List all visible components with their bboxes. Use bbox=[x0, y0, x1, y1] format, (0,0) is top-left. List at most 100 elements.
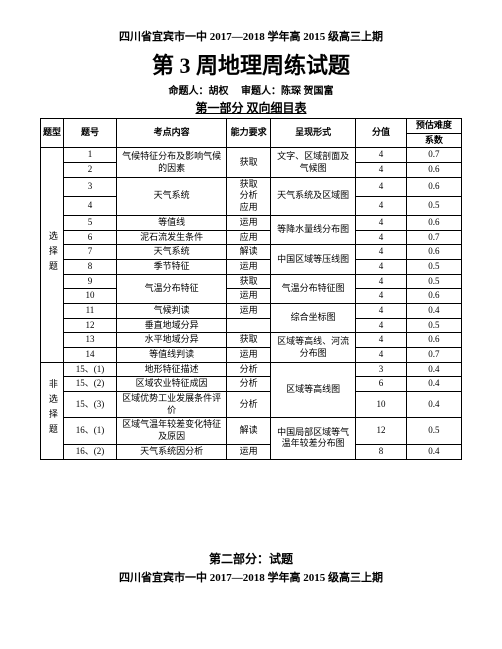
cell-score: 4 bbox=[356, 333, 407, 348]
cell-score: 3 bbox=[356, 362, 407, 377]
type-nonchoice: 非选择题 bbox=[46, 379, 58, 439]
cell-req: 运用 bbox=[227, 348, 271, 363]
cell-score: 8 bbox=[356, 444, 407, 459]
cell-topic: 垂直地域分异 bbox=[116, 318, 226, 333]
cell-diff: 0.6 bbox=[406, 163, 461, 178]
cell-diff: 0.4 bbox=[406, 444, 461, 459]
cell-topic: 水平地域分异 bbox=[116, 333, 226, 348]
cell-num: 15、(3) bbox=[64, 392, 117, 418]
cell-diff: 0.6 bbox=[406, 177, 461, 196]
cell-diff: 0.4 bbox=[406, 362, 461, 377]
cell-req: 运用 bbox=[227, 259, 271, 274]
cell-form: 中国区域等压线图 bbox=[271, 245, 356, 274]
cell-topic: 区域优势工业发展条件评价 bbox=[116, 392, 226, 418]
type-choice: 选择题 bbox=[46, 231, 58, 276]
cell-diff: 0.6 bbox=[406, 289, 461, 304]
cell-req: 运用 bbox=[227, 444, 271, 459]
cell-req: 获取 分析 应用 bbox=[227, 177, 271, 215]
cell-req bbox=[227, 318, 271, 333]
cell-req: 获取 bbox=[227, 333, 271, 348]
cell-form: 综合坐标图 bbox=[271, 303, 356, 332]
cell-diff: 0.4 bbox=[406, 303, 461, 318]
table-row: 选择题 1 气候特征分布及影响气候的因素 获取 文字、区域剖面及气候图 4 0.… bbox=[41, 148, 462, 163]
cell-score: 4 bbox=[356, 163, 407, 178]
cell-num: 15、(1) bbox=[64, 362, 117, 377]
cell-topic: 季节特征 bbox=[116, 259, 226, 274]
cell-num: 9 bbox=[64, 274, 117, 289]
cell-score: 4 bbox=[356, 215, 407, 230]
cell-req: 获取 bbox=[227, 148, 271, 177]
cell-score: 4 bbox=[356, 289, 407, 304]
cell-num: 14 bbox=[64, 348, 117, 363]
cell-diff: 0.6 bbox=[406, 245, 461, 260]
col-topic: 考点内容 bbox=[116, 119, 226, 148]
cell-diff: 0.7 bbox=[406, 348, 461, 363]
cell-score: 12 bbox=[356, 418, 407, 444]
cell-diff: 0.4 bbox=[406, 392, 461, 418]
col-num: 题号 bbox=[64, 119, 117, 148]
cell-score: 4 bbox=[356, 230, 407, 245]
review-label: 审题人：陈琛 贺国富 bbox=[241, 86, 334, 97]
cell-num: 1 bbox=[64, 148, 117, 163]
cell-form: 等降水量线分布图 bbox=[271, 215, 356, 244]
cell-diff: 0.5 bbox=[406, 274, 461, 289]
cell-topic: 区域农业特征成因 bbox=[116, 377, 226, 392]
col-diff-b: 系数 bbox=[406, 133, 461, 148]
cell-score: 10 bbox=[356, 392, 407, 418]
cell-score: 4 bbox=[356, 196, 407, 215]
table-row: 15、(2) 区域农业特征成因 分析 6 0.4 bbox=[41, 377, 462, 392]
cell-topic: 地形特征描述 bbox=[116, 362, 226, 377]
cell-num: 6 bbox=[64, 230, 117, 245]
table-row: 8 季节特征 运用 4 0.5 bbox=[41, 259, 462, 274]
author-line: 命题人：胡权 审题人：陈琛 贺国富 bbox=[40, 82, 462, 97]
col-score: 分值 bbox=[356, 119, 407, 148]
cell-diff: 0.6 bbox=[406, 215, 461, 230]
cell-topic: 气候特征分布及影响气候的因素 bbox=[116, 148, 226, 177]
cell-diff: 0.7 bbox=[406, 230, 461, 245]
document-page: 四川省宜宾市一中 2017—2018 学年高 2015 级高三上期 第 3 周地… bbox=[0, 0, 502, 605]
table-row: 非选择题 15、(1) 地形特征描述 分析 区域等高线图 3 0.4 bbox=[41, 362, 462, 377]
section1-label: 第一部分 双向细目表 bbox=[40, 99, 462, 116]
cell-num: 16、(1) bbox=[64, 418, 117, 444]
cell-score: 4 bbox=[356, 259, 407, 274]
table-row: 16、(2) 天气系统因分析 运用 8 0.4 bbox=[41, 444, 462, 459]
cell-req: 分析 bbox=[227, 392, 271, 418]
cell-topic: 区域气温年较差变化特征及原因 bbox=[116, 418, 226, 444]
cell-topic: 泥石流发生条件 bbox=[116, 230, 226, 245]
table-row: 12 垂直地域分异 4 0.5 bbox=[41, 318, 462, 333]
cell-form: 中国局部区域等气温年较差分布图 bbox=[271, 418, 356, 459]
cell-diff: 0.4 bbox=[406, 377, 461, 392]
cell-diff: 0.5 bbox=[406, 259, 461, 274]
cell-num: 16、(2) bbox=[64, 444, 117, 459]
header-school-year: 四川省宜宾市一中 2017—2018 学年高 2015 级高三上期 bbox=[40, 28, 462, 44]
cell-num: 13 bbox=[64, 333, 117, 348]
cell-num: 8 bbox=[64, 259, 117, 274]
table-row: 10 运用 4 0.6 bbox=[41, 289, 462, 304]
cell-diff: 0.5 bbox=[406, 196, 461, 215]
cell-topic: 天气系统 bbox=[116, 245, 226, 260]
cell-req: 应用 bbox=[227, 230, 271, 245]
cell-form: 区域等高线图 bbox=[271, 362, 356, 418]
table-row: 7 天气系统 解读 中国区域等压线图 4 0.6 bbox=[41, 245, 462, 260]
author-label: 命题人：胡权 bbox=[169, 86, 229, 97]
cell-topic: 气候判读 bbox=[116, 303, 226, 318]
cell-score: 4 bbox=[356, 318, 407, 333]
cell-diff: 0.5 bbox=[406, 318, 461, 333]
part2-label: 第二部分：试题 bbox=[40, 550, 462, 567]
cell-score: 6 bbox=[356, 377, 407, 392]
table-row: 14 等值线判读 运用 4 0.7 bbox=[41, 348, 462, 363]
cell-num: 5 bbox=[64, 215, 117, 230]
cell-form: 文字、区域剖面及气候图 bbox=[271, 148, 356, 177]
cell-score: 4 bbox=[356, 148, 407, 163]
cell-score: 4 bbox=[356, 274, 407, 289]
cell-topic: 等值线判读 bbox=[116, 348, 226, 363]
cell-num: 10 bbox=[64, 289, 117, 304]
cell-req: 获取 bbox=[227, 274, 271, 289]
cell-req: 分析 bbox=[227, 362, 271, 377]
table-row: 3 天气系统 获取 分析 应用 天气系统及区域图 4 0.6 bbox=[41, 177, 462, 196]
part2-sub: 四川省宜宾市一中 2017—2018 学年高 2015 级高三上期 bbox=[40, 569, 462, 585]
cell-topic: 气温分布特征 bbox=[116, 274, 226, 303]
table-row: 6 泥石流发生条件 应用 4 0.7 bbox=[41, 230, 462, 245]
col-form: 呈现形式 bbox=[271, 119, 356, 148]
table-row: 5 等值线 运用 等降水量线分布图 4 0.6 bbox=[41, 215, 462, 230]
